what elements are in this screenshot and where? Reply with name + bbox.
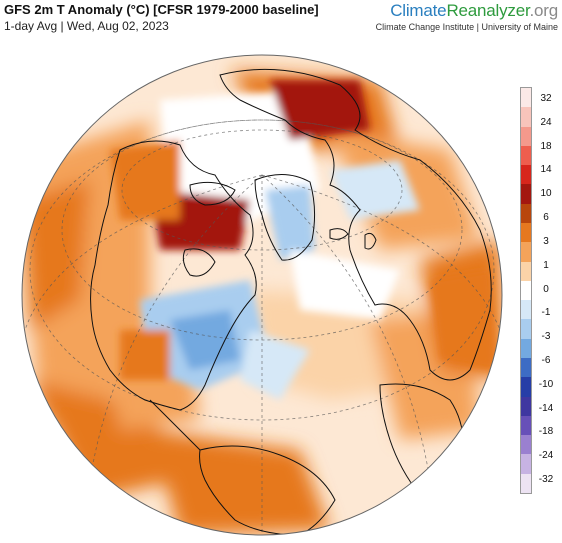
graticule-line: [89, 174, 263, 481]
colorbar-swatch: [521, 222, 531, 243]
coastline-central-america: [149, 399, 201, 451]
warm-region-alaska: [110, 140, 180, 220]
graticule: [24, 119, 501, 535]
colorbar-swatch: [521, 435, 531, 455]
graticule-line: [24, 174, 263, 331]
colorbar: [520, 87, 532, 494]
graticule-line: [261, 174, 431, 481]
colorbar-swatch: [521, 145, 531, 166]
colorbar-tick-label: 14: [540, 164, 552, 176]
colorbar-swatch: [521, 300, 531, 320]
colorbar-tick-label: -24: [538, 450, 554, 462]
coastline-arctic-islands: [189, 181, 236, 206]
colorbar-swatch: [521, 126, 531, 146]
colorbar-tick-label: 6: [543, 212, 549, 224]
colorbar-tick-label: -10: [538, 378, 554, 390]
warm-region-pacific-outer: [22, 180, 90, 330]
colorbar-tick-label: -18: [538, 426, 554, 438]
colorbar-swatch: [521, 396, 531, 416]
colorbar-swatch: [521, 357, 531, 378]
colorbar-swatch: [521, 377, 531, 397]
coastline-eurasia: [219, 68, 492, 381]
map-subtitle: 1-day Avg | Wed, Aug 02, 2023: [4, 19, 169, 33]
cool-region-east-us-core: [170, 310, 240, 370]
coastline-hudson-bay: [182, 248, 216, 277]
colorbar-swatch: [521, 338, 531, 358]
colorbar-swatch: [521, 184, 531, 204]
colorbar-tick-label: -32: [538, 474, 554, 485]
colorbar-tick-label: 3: [543, 235, 549, 247]
colorbar-swatch: [521, 242, 531, 262]
colorbar-tick-label: 10: [540, 188, 552, 200]
brand-part-reanalyzer: Reanalyzer: [446, 1, 530, 20]
colorbar-tick-label: -6: [541, 354, 551, 366]
graticule-line: [29, 119, 495, 421]
coastline-british-isles: [364, 232, 377, 250]
colorbar-swatch: [521, 203, 531, 223]
cool-region-atlantic: [240, 330, 310, 400]
colorbar-swatch: [521, 319, 531, 339]
colorbar-tick-label: 24: [540, 116, 552, 128]
colorbar-tick-label: -3: [541, 331, 551, 343]
neutral-region-mid-atlantic: [290, 250, 400, 320]
colorbar-swatch: [521, 415, 531, 436]
hot-region-siberia-north: [270, 80, 370, 140]
globe-outline: [21, 54, 503, 536]
warm-region-south-america: [150, 430, 330, 535]
warm-region-southern-us: [120, 330, 170, 380]
brand-logo[interactable]: ClimateReanalyzer.org: [390, 1, 558, 21]
colorbar-swatch: [521, 454, 531, 474]
colorbar-tick-label: 1: [543, 259, 549, 271]
coastline-greenland: [254, 174, 316, 261]
brand-part-org: .org: [529, 1, 559, 20]
warm-region-middle-east: [430, 270, 495, 370]
colorbar-swatch: [521, 88, 531, 108]
cool-region-greenland: [265, 185, 315, 260]
colorbar-tick-label: 0: [543, 283, 549, 295]
colorbar-tick-label: -14: [538, 402, 554, 414]
coastline-iceland: [329, 228, 349, 240]
colorbar-swatch: [521, 107, 531, 127]
colorbar-swatch: [521, 280, 531, 301]
anomaly-field: [22, 55, 502, 535]
colorbar-tick-label: 18: [540, 140, 552, 152]
colorbar-swatch: [521, 261, 531, 281]
colorbar-swatch: [521, 165, 531, 185]
colorbar-swatch: [521, 473, 531, 493]
globe-map: [21, 54, 503, 536]
colorbar-tick-label: -1: [541, 307, 551, 319]
brand-part-climate: Climate: [390, 1, 447, 20]
coastline-north-america: [90, 140, 257, 411]
brand-tagline: Climate Change Institute | University of…: [375, 22, 558, 32]
map-title: GFS 2m T Anomaly (°C) [CFSR 1979-2000 ba…: [4, 2, 319, 17]
colorbar-tick-label: 32: [540, 93, 552, 104]
graticule-line: [261, 174, 501, 331]
